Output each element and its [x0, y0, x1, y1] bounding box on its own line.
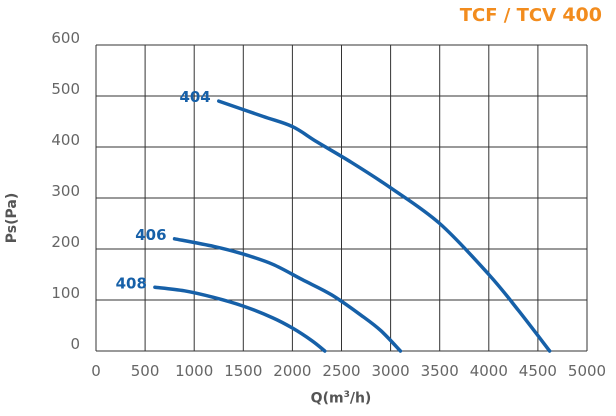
x-tick-label: 0	[91, 362, 101, 380]
curve-labels: 404 406 408	[116, 88, 211, 292]
chart-title-model: 400	[562, 4, 602, 26]
x-tick-label: 500	[131, 362, 160, 380]
grid	[95, 44, 588, 352]
x-axis-label-main: Q(m	[310, 390, 344, 407]
curve-label-406: 406	[135, 226, 166, 244]
x-tick-label: 1000	[175, 362, 213, 380]
curves	[153, 99, 552, 353]
x-axis-label-tail: /h)	[349, 390, 372, 407]
x-tick-label: 2500	[322, 362, 360, 380]
y-tick-label: 300	[51, 182, 80, 200]
x-tick-label: 1500	[224, 362, 262, 380]
curve-label-408: 408	[116, 274, 147, 292]
x-axis-label-sup: 3	[343, 390, 350, 400]
y-tick-label: 500	[51, 80, 80, 98]
x-tick-label: 2000	[273, 362, 311, 380]
y-tick-label: 600	[51, 29, 80, 47]
curve-408	[153, 285, 327, 353]
curve-406	[172, 237, 403, 353]
curve-label-404: 404	[179, 88, 210, 106]
x-axis-label: Q(m3/h)	[311, 390, 372, 407]
curve-404	[217, 99, 552, 353]
x-tick-label: 4500	[519, 362, 557, 380]
x-tick-label: 3000	[372, 362, 410, 380]
y-tick-label: 200	[51, 233, 80, 251]
chart-title-prefix: TCF / TCV	[459, 5, 563, 26]
chart-title: TCF / TCV 400	[460, 4, 602, 26]
x-tick-label: 4000	[470, 362, 508, 380]
y-tick-label: 400	[51, 131, 80, 149]
y-tick-label: 0	[70, 335, 80, 353]
tick-labels: 0 500 1000 1500 2000 2500 3000 3500 4000 4500 5000…	[51, 29, 606, 380]
x-tick-label: 3500	[421, 362, 459, 380]
x-tick-label: 5000	[568, 362, 606, 380]
y-tick-label: 100	[51, 284, 80, 302]
